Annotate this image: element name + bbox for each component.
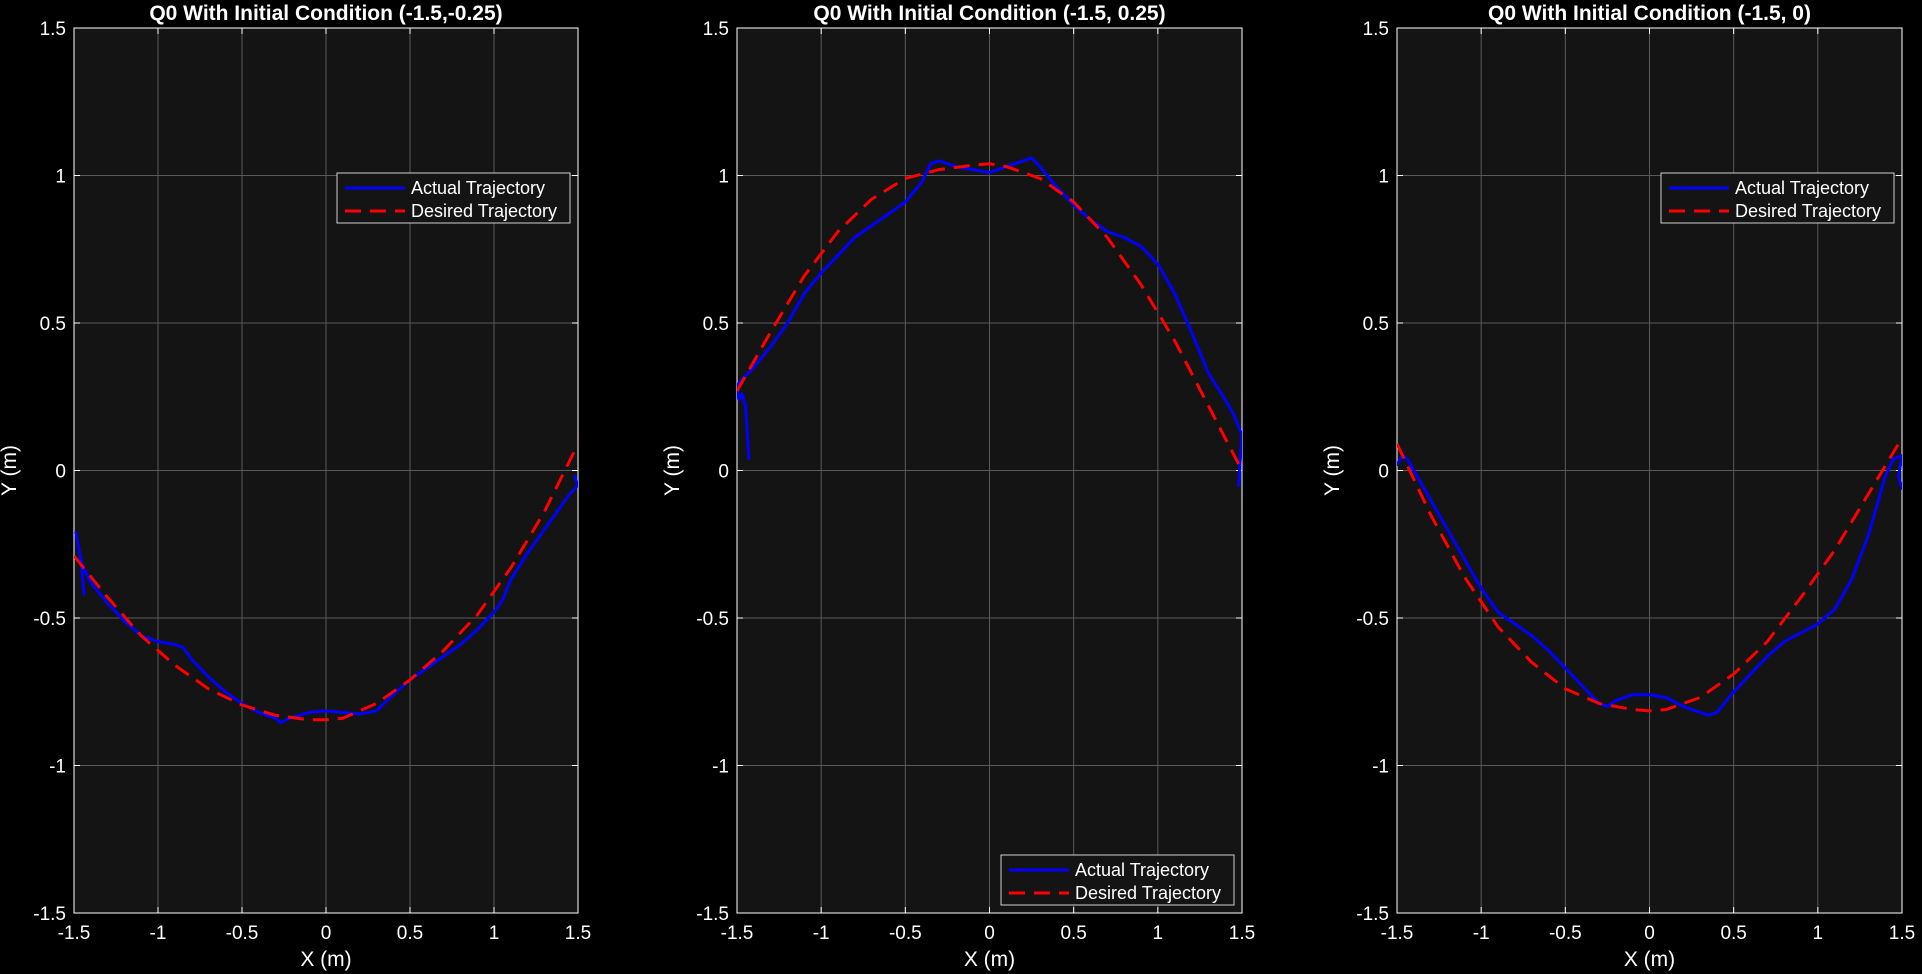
x-tick-label: -0.5 bbox=[1549, 923, 1582, 944]
x-tick-label: -1.5 bbox=[1381, 923, 1414, 944]
y-tick-label: 1 bbox=[55, 167, 66, 188]
chart-title: Q0 With Initial Condition (-1.5, 0) bbox=[1488, 2, 1811, 25]
plot-area bbox=[1397, 437, 1902, 717]
y-tick-label: -1 bbox=[712, 757, 729, 778]
y-tick-label: 1.5 bbox=[703, 19, 729, 40]
x-axis-label: X (m) bbox=[964, 948, 1015, 971]
x-axis-label: X (m) bbox=[300, 948, 351, 971]
x-tick-label: -1.5 bbox=[58, 923, 91, 944]
x-tick-label: 1 bbox=[1153, 923, 1164, 944]
legend-entry-label: Desired Trajectory bbox=[1735, 201, 1881, 221]
x-tick-label: 0 bbox=[1644, 923, 1655, 944]
x-tick-label: -1.5 bbox=[721, 923, 754, 944]
x-tick-label: 0 bbox=[321, 923, 332, 944]
y-tick-label: 1.5 bbox=[1363, 19, 1389, 40]
y-axis-label: Y (m) bbox=[1321, 445, 1344, 496]
subplot-3: -1.5 -1 -0.5 0 0.5 1 1.5 -1.5 -1 -0.5 0 0.5 1 1.5 X (m… bbox=[1321, 2, 1915, 971]
legend-entry-label: Desired Trajectory bbox=[1075, 883, 1221, 903]
x-tick-label: -0.5 bbox=[889, 923, 922, 944]
legend-entry-label: Actual Trajectory bbox=[1075, 860, 1209, 880]
y-tick-label: -0.5 bbox=[33, 609, 66, 630]
x-tick-label: -1 bbox=[813, 923, 830, 944]
legend-box bbox=[1660, 172, 1895, 224]
legend: Actual Trajectory Desired Trajectory bbox=[1660, 172, 1895, 224]
y-tick-label: -1.5 bbox=[696, 904, 729, 925]
legend: Actual Trajectory Desired Trajectory bbox=[336, 172, 571, 224]
actual-trajectory-line bbox=[1397, 454, 1902, 717]
x-tick-label: 1.5 bbox=[1889, 923, 1915, 944]
desired-trajectory-line bbox=[737, 162, 1242, 472]
y-tick-label: -0.5 bbox=[696, 609, 729, 630]
subplot-1: -1.5 -1 -0.5 0 0.5 1 1.5 -1.5 -1 -0.5 0 0.5 1 1.5 X (m… bbox=[0, 2, 591, 971]
legend-entry-label: Desired Trajectory bbox=[411, 201, 557, 221]
y-tick-label: -1.5 bbox=[1356, 904, 1389, 925]
legend: Actual Trajectory Desired Trajectory bbox=[1000, 854, 1235, 906]
y-tick-label: -1 bbox=[1372, 757, 1389, 778]
y-tick-label: 0.5 bbox=[40, 314, 66, 335]
x-axis-label: X (m) bbox=[1624, 948, 1675, 971]
actual-trajectory-line bbox=[74, 474, 578, 725]
y-tick-label: 0 bbox=[55, 462, 66, 483]
y-tick-label: -1 bbox=[49, 757, 66, 778]
chart-title: Q0 With Initial Condition (-1.5,-0.25) bbox=[149, 2, 502, 25]
legend-box bbox=[336, 172, 571, 224]
x-tick-label: 0 bbox=[984, 923, 995, 944]
x-tick-label: 1.5 bbox=[565, 923, 591, 944]
x-tick-label: 1 bbox=[489, 923, 500, 944]
legend-entry-label: Actual Trajectory bbox=[1735, 178, 1869, 198]
y-axis-label: Y (m) bbox=[661, 445, 684, 496]
y-tick-label: 1.5 bbox=[40, 19, 66, 40]
legend-entry-label: Actual Trajectory bbox=[411, 178, 545, 198]
y-tick-label: 1 bbox=[1378, 167, 1389, 188]
y-tick-label: 0.5 bbox=[703, 314, 729, 335]
x-tick-label: 0.5 bbox=[1060, 923, 1086, 944]
y-tick-label: 0.5 bbox=[1363, 314, 1389, 335]
x-tick-label: 1.5 bbox=[1229, 923, 1255, 944]
y-tick-label: 0 bbox=[718, 462, 729, 483]
desired-trajectory-line bbox=[1397, 437, 1902, 713]
desired-trajectory-line bbox=[74, 443, 578, 722]
plot-area bbox=[74, 443, 578, 725]
y-axis-label: Y (m) bbox=[0, 445, 21, 496]
x-tick-label: -0.5 bbox=[226, 923, 259, 944]
plot-area bbox=[737, 156, 1242, 487]
x-tick-label: -1 bbox=[150, 923, 167, 944]
x-tick-label: 0.5 bbox=[397, 923, 423, 944]
x-tick-label: 1 bbox=[1813, 923, 1824, 944]
x-tick-label: 0.5 bbox=[1720, 923, 1746, 944]
subplot-2: -1.5 -1 -0.5 0 0.5 1 1.5 -1.5 -1 -0.5 0 0.5 1 1.5 X (m… bbox=[661, 2, 1255, 971]
y-tick-label: -1.5 bbox=[33, 904, 66, 925]
y-tick-label: 0 bbox=[1378, 462, 1389, 483]
legend-box bbox=[1000, 854, 1235, 906]
chart-title: Q0 With Initial Condition (-1.5, 0.25) bbox=[813, 2, 1165, 25]
y-tick-label: 1 bbox=[718, 167, 729, 188]
x-tick-label: -1 bbox=[1473, 923, 1490, 944]
y-tick-label: -0.5 bbox=[1356, 609, 1389, 630]
